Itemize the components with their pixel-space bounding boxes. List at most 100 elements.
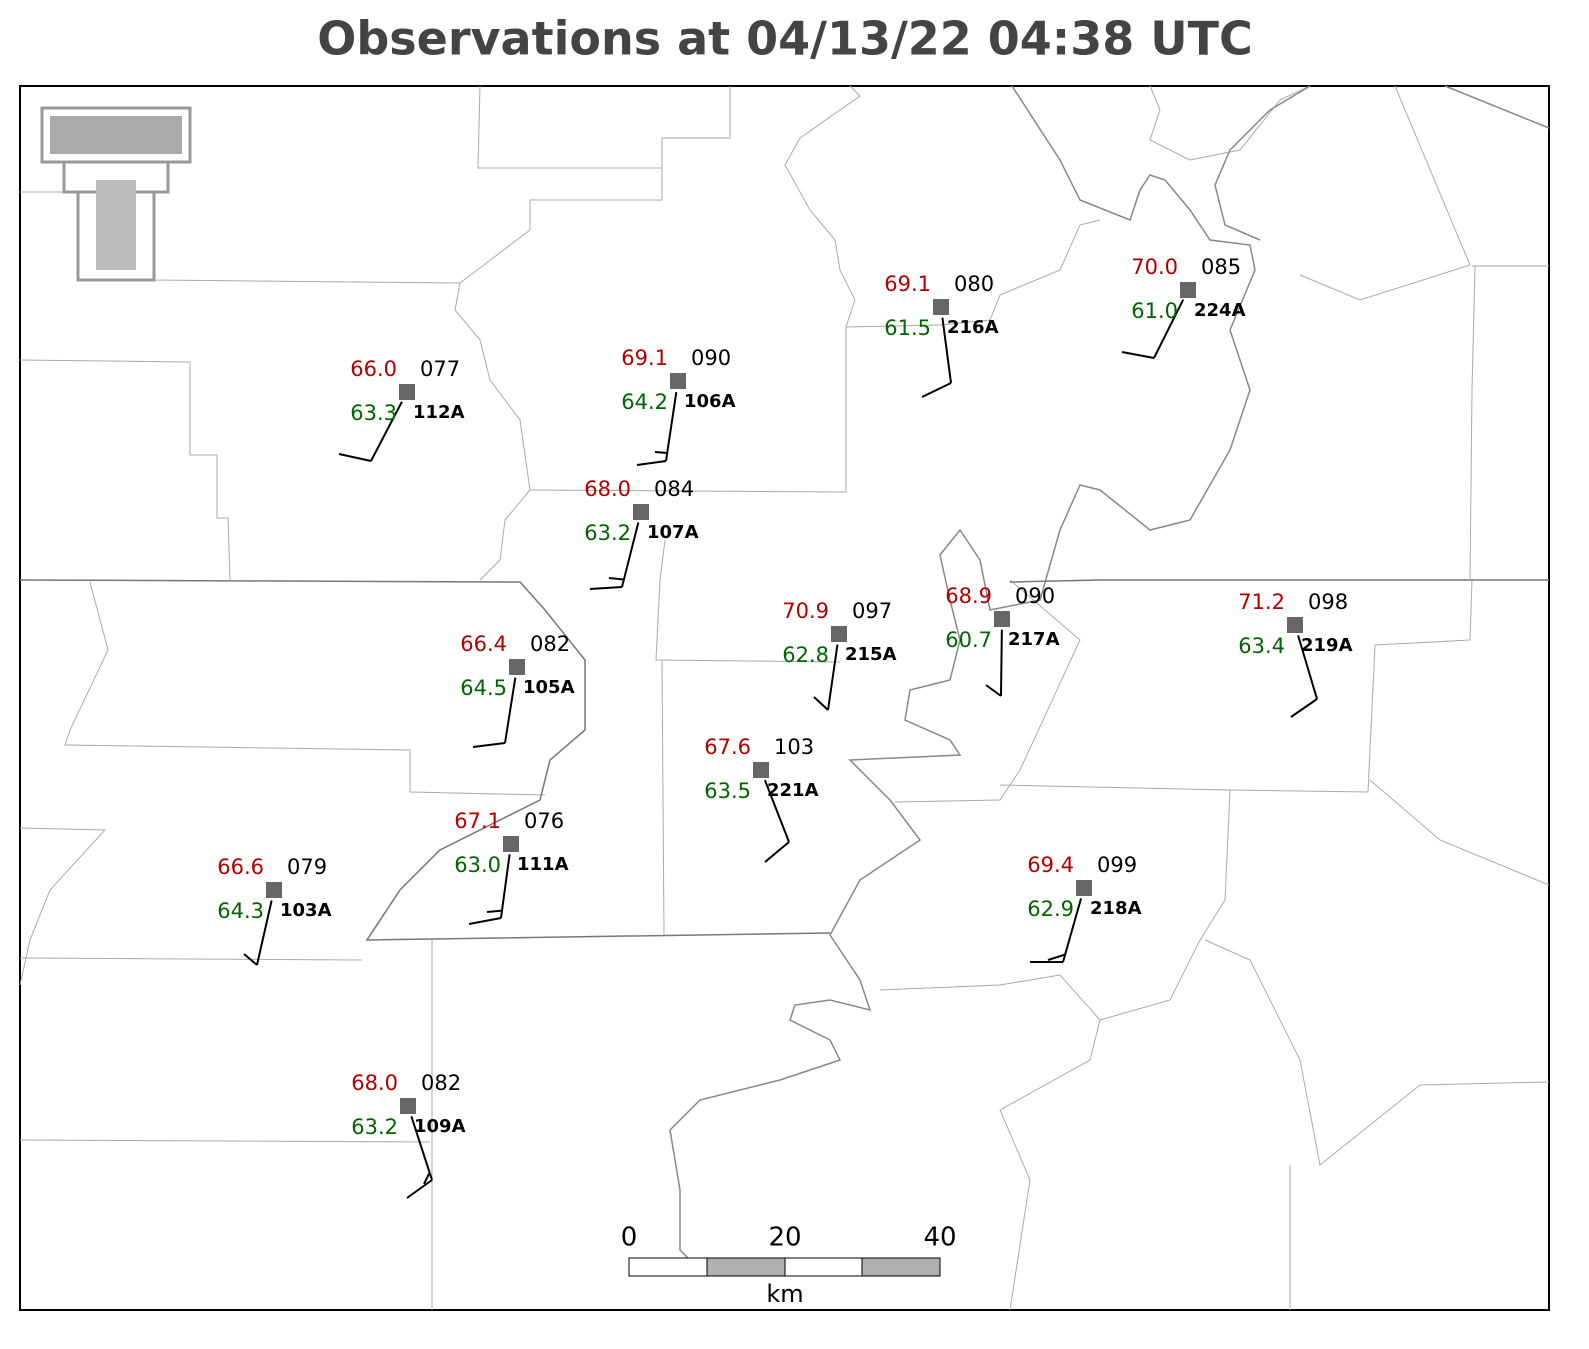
dewpoint: 64.5 xyxy=(460,676,507,700)
station-marker xyxy=(670,373,686,389)
station-marker xyxy=(509,659,525,675)
wind-staff xyxy=(621,522,640,588)
wind-staff xyxy=(256,900,273,966)
station-id: 216A xyxy=(947,317,999,338)
wind-barb xyxy=(636,460,667,466)
pressure: 099 xyxy=(1097,853,1137,877)
station-marker xyxy=(994,611,1010,627)
wind-staff xyxy=(827,644,839,711)
wind-staff xyxy=(1153,299,1185,359)
temperature: 68.9 xyxy=(945,584,992,608)
temperature: 66.0 xyxy=(350,357,397,381)
temperature: 69.1 xyxy=(621,346,668,370)
pressure: 076 xyxy=(524,809,564,833)
temperature: 68.0 xyxy=(351,1071,398,1095)
pressure: 098 xyxy=(1308,590,1348,614)
dewpoint: 61.5 xyxy=(884,316,931,340)
wind-barb xyxy=(813,696,829,711)
station-id: 215A xyxy=(845,644,897,665)
temperature: 66.4 xyxy=(460,632,507,656)
station-id: 105A xyxy=(523,677,575,698)
wind-barb xyxy=(423,1172,431,1185)
temperature: 71.2 xyxy=(1238,590,1285,614)
dewpoint: 60.7 xyxy=(945,628,992,652)
station-marker xyxy=(1287,617,1303,633)
wind-barb xyxy=(1047,953,1066,961)
station-id: 103A xyxy=(280,900,332,921)
scale-label: 0 xyxy=(621,1223,638,1253)
wind-staff xyxy=(410,1116,433,1181)
wind-barb xyxy=(468,917,502,925)
dewpoint: 63.0 xyxy=(454,853,501,877)
wind-barb xyxy=(406,1179,433,1199)
wind-barb xyxy=(985,684,1002,697)
wind-barb xyxy=(921,382,952,398)
wind-staff xyxy=(370,401,403,462)
wind-staff xyxy=(941,317,952,384)
temperature: 69.4 xyxy=(1027,853,1074,877)
station-id: 106A xyxy=(684,391,736,412)
boundaries xyxy=(19,85,1550,1311)
dewpoint: 64.3 xyxy=(217,899,264,923)
temperature: 68.0 xyxy=(584,477,631,501)
dewpoint: 62.8 xyxy=(782,643,829,667)
dewpoint: 64.2 xyxy=(621,390,668,414)
pressure: 097 xyxy=(852,599,892,623)
scale-segment xyxy=(784,1257,863,1277)
station-id: 111A xyxy=(517,854,569,875)
station-id: 224A xyxy=(1194,300,1246,321)
title: Observations at 04/13/22 04:38 UTC xyxy=(317,12,1252,66)
scale-label: 20 xyxy=(768,1223,801,1253)
dewpoint: 62.9 xyxy=(1027,897,1074,921)
pressure: 082 xyxy=(421,1071,461,1095)
pressure: 079 xyxy=(287,855,327,879)
dewpoint: 63.2 xyxy=(584,521,631,545)
temperature: 70.0 xyxy=(1131,255,1178,279)
temperature: 66.6 xyxy=(217,855,264,879)
scale-segment xyxy=(861,1257,941,1277)
station-marker xyxy=(399,384,415,400)
station-marker xyxy=(831,626,847,642)
pressure: 090 xyxy=(1015,584,1055,608)
pressure: 082 xyxy=(530,632,570,656)
station-id: 217A xyxy=(1008,629,1060,650)
scale-segment xyxy=(706,1257,786,1277)
pressure: 103 xyxy=(774,735,814,759)
wind-barb xyxy=(486,909,503,913)
wind-barb xyxy=(1121,351,1155,359)
station-marker xyxy=(266,882,282,898)
logo xyxy=(40,106,192,282)
temperature: 70.9 xyxy=(782,599,829,623)
station-id: 107A xyxy=(647,522,699,543)
wind-barb xyxy=(654,451,668,454)
dewpoint: 63.2 xyxy=(351,1115,398,1139)
station-id: 219A xyxy=(1301,635,1353,656)
station-id: 109A xyxy=(414,1116,466,1137)
map-frame xyxy=(19,85,1550,1311)
wind-barb xyxy=(764,841,790,863)
wind-staff xyxy=(1000,629,1003,697)
station-id: 112A xyxy=(413,402,465,423)
scale-segment xyxy=(628,1257,708,1277)
wind-staff xyxy=(665,392,678,462)
station-marker xyxy=(753,762,769,778)
pressure: 084 xyxy=(654,477,694,501)
dewpoint: 63.3 xyxy=(350,401,397,425)
wind-barb xyxy=(338,453,372,462)
pressure: 085 xyxy=(1201,255,1241,279)
wind-staff xyxy=(500,854,511,919)
temperature: 67.6 xyxy=(704,735,751,759)
station-marker xyxy=(1076,880,1092,896)
station-marker xyxy=(633,504,649,520)
pressure: 090 xyxy=(691,346,731,370)
wind-staff xyxy=(504,677,517,744)
wind-barb xyxy=(1290,698,1318,718)
station-marker xyxy=(1180,282,1196,298)
wind-staff xyxy=(1062,898,1083,963)
wind-barb xyxy=(608,577,625,581)
wind-barb xyxy=(243,953,258,966)
station-id: 218A xyxy=(1090,898,1142,919)
wind-barb xyxy=(472,742,506,748)
station-marker xyxy=(933,299,949,315)
